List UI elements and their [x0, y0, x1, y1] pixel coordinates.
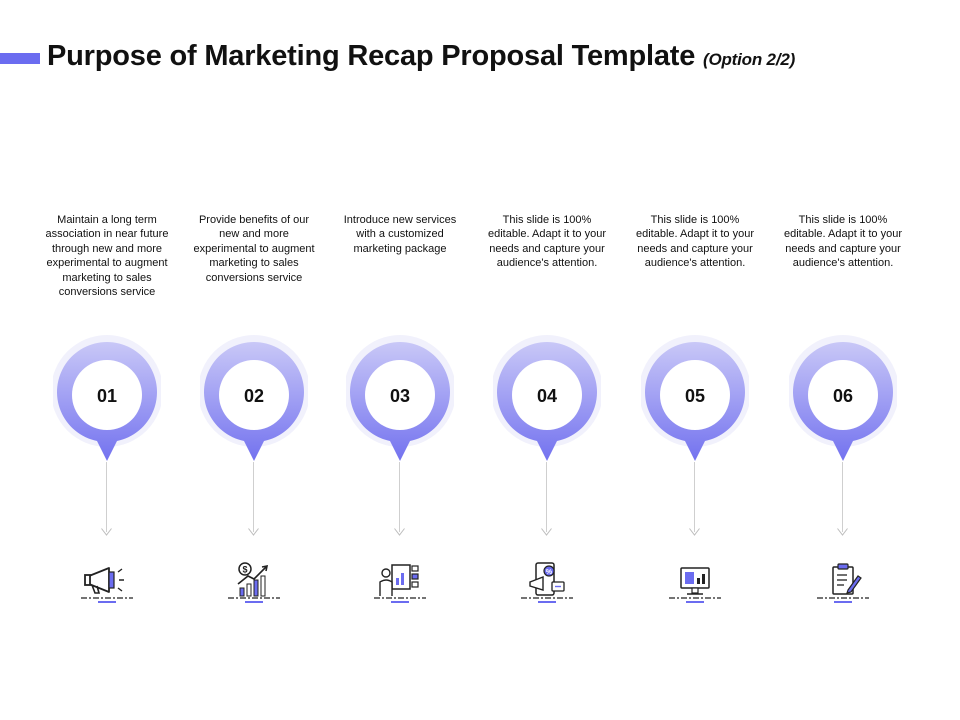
growth-chart-icon: $ — [228, 562, 280, 603]
arrow-down-icon — [837, 528, 848, 536]
arrow-down-icon — [248, 528, 259, 536]
location-pin-icon: 02 — [200, 335, 308, 461]
connector-line — [546, 462, 547, 532]
presentation-icon — [374, 564, 426, 603]
step-number: 06 — [833, 386, 853, 406]
location-pin-icon: 04 — [493, 335, 601, 461]
arrow-down-icon — [394, 528, 405, 536]
megaphone-icon — [81, 567, 133, 603]
location-pin-icon: 05 — [641, 335, 749, 461]
arrow-down-icon — [689, 528, 700, 536]
arrow-down-icon — [101, 528, 112, 536]
svg-text:$: $ — [242, 565, 247, 575]
step-number: 05 — [685, 386, 705, 406]
step-number: 02 — [244, 386, 264, 406]
svg-text:%: % — [546, 569, 553, 576]
computer-analytics-icon — [669, 567, 721, 603]
location-pin-icon: 06 — [789, 335, 897, 461]
mobile-marketing-icon: % — [521, 562, 573, 603]
step-description: Provide benefits of our new and more exp… — [193, 214, 315, 284]
step-description: This slide is 100% editable. Adapt it to… — [487, 214, 607, 270]
step-description: Maintain a long term association in near… — [45, 214, 169, 299]
connector-line — [253, 462, 254, 532]
step-number: 01 — [97, 386, 117, 406]
accent-bar — [0, 53, 40, 64]
page-title: Purpose of Marketing Recap Proposal Temp… — [47, 40, 795, 73]
connector-line — [842, 462, 843, 532]
connector-line — [399, 462, 400, 532]
step-description: This slide is 100% editable. Adapt it to… — [783, 214, 903, 270]
location-pin-icon: 03 — [346, 335, 454, 461]
connector-line — [694, 462, 695, 532]
step-description: Introduce new services with a customized… — [343, 214, 457, 255]
clipboard-icon — [817, 563, 869, 603]
location-pin-icon: 01 — [53, 335, 161, 461]
arrow-down-icon — [541, 528, 552, 536]
step-description: This slide is 100% editable. Adapt it to… — [635, 214, 755, 270]
step-number: 03 — [390, 386, 410, 406]
page-title-sub: (Option 2/2) — [703, 50, 796, 69]
step-number: 04 — [537, 386, 557, 406]
page-title-main: Purpose of Marketing Recap Proposal Temp… — [47, 40, 696, 72]
connector-line — [106, 462, 107, 532]
